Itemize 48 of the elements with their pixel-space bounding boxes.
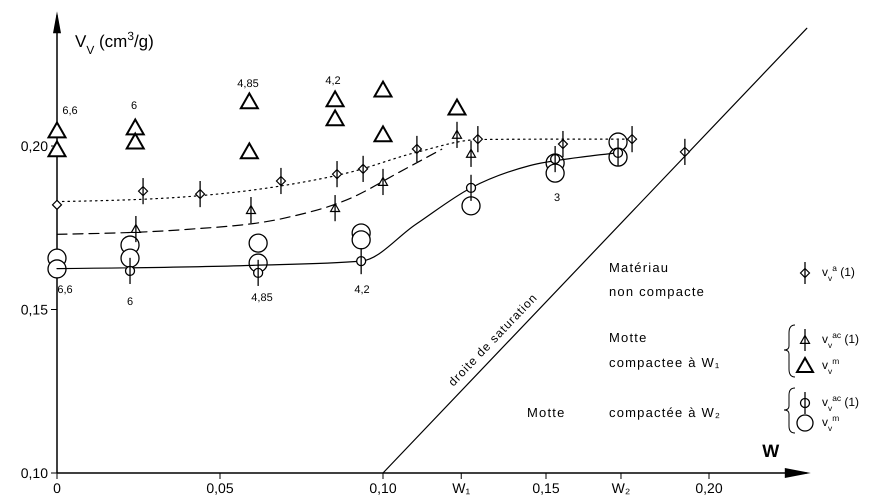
annotation: compactée à W₂: [609, 405, 722, 420]
point: [240, 142, 259, 160]
annotation: 4,85: [251, 292, 273, 304]
annotation: 6,6: [57, 284, 73, 296]
legend-label: v$_{v}$$^{ac}$ (1): [822, 393, 860, 413]
x-tick-label: 0: [53, 480, 62, 496]
annotation: Motte: [527, 405, 566, 420]
annotation: 4,2: [325, 75, 341, 87]
annotation: 3: [554, 192, 560, 204]
annotation: non compacte: [609, 284, 706, 299]
point: [52, 200, 62, 210]
point: [326, 90, 345, 108]
x-tick-label: 0,05: [206, 480, 234, 496]
x-tick-label: 0,20: [695, 480, 723, 496]
annotation: compactee à W₁: [609, 355, 721, 370]
x-tick-label: W₁: [452, 480, 470, 496]
annotation: Matériau: [609, 260, 670, 275]
legend-label: v$_{v}$$^{a}$ (1): [822, 263, 855, 283]
annotation: 4,85: [237, 78, 259, 90]
y-axis-title: V$_{V}$ (cm$^{3}$/g): [75, 29, 154, 58]
point: [126, 118, 145, 136]
point: [326, 109, 345, 126]
point: [374, 80, 392, 98]
annotation: 6,6: [62, 105, 78, 117]
y-tick-label: 0,10: [20, 465, 48, 481]
point: [48, 140, 66, 158]
point: [248, 233, 268, 253]
point: [448, 98, 466, 116]
x-axis-title: W: [762, 441, 780, 461]
y-tick-label: 0,20: [20, 138, 48, 154]
x-tick-label: W₂: [612, 480, 630, 496]
y-tick-label: 0,15: [20, 302, 48, 318]
point: [374, 125, 392, 142]
point: [120, 248, 140, 268]
point: [240, 92, 259, 110]
point: [461, 196, 481, 216]
annotation: 6: [126, 296, 134, 308]
x-tick-label: 0,10: [369, 480, 397, 496]
legend-label: v$_{v}$$^{ac}$ (1): [822, 330, 860, 350]
annotation: 4,2: [354, 284, 370, 296]
point: [352, 230, 371, 250]
point: [48, 121, 66, 138]
annotation: 6: [130, 100, 138, 112]
point: [545, 163, 565, 183]
annotation: Motte: [609, 330, 648, 345]
point: [47, 259, 67, 279]
point: [126, 132, 145, 150]
x-tick-label: 0,15: [532, 480, 560, 496]
